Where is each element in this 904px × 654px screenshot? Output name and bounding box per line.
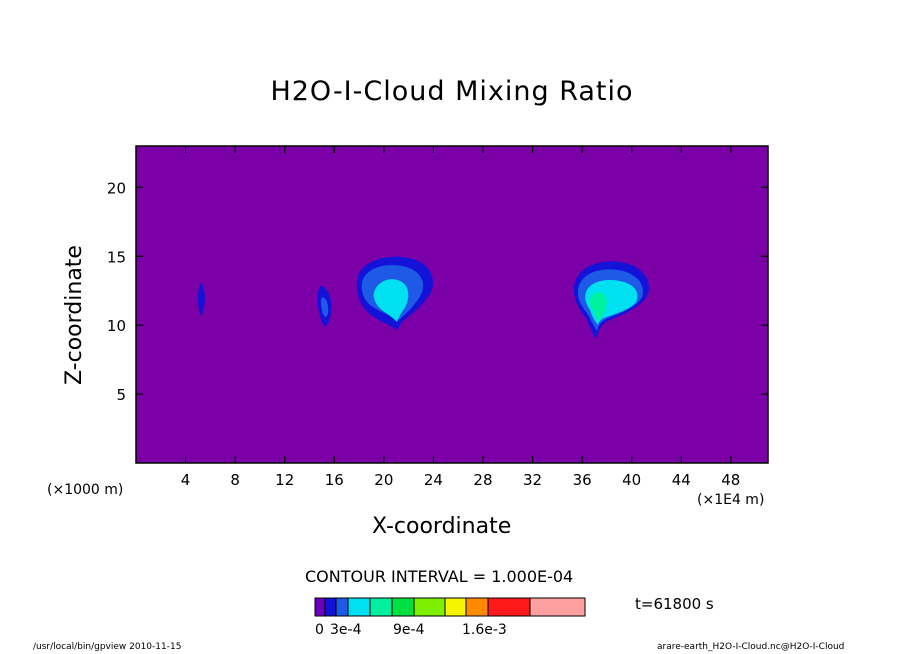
contour-blob-x15-inner bbox=[320, 297, 329, 317]
time-label: t=61800 s bbox=[635, 595, 714, 613]
x-tick-label: 28 bbox=[473, 471, 492, 489]
y-tick-label: 20 bbox=[107, 179, 126, 197]
plot-area bbox=[136, 146, 768, 463]
x-unit-left: (×1000 m) bbox=[47, 482, 124, 498]
colorbar-swatch bbox=[324, 597, 337, 617]
x-tick-label: 24 bbox=[424, 471, 443, 489]
contour-blob-x38-level4 bbox=[589, 292, 607, 322]
y-axis-ticks: 5 10 15 20 bbox=[107, 179, 768, 404]
x-tick-label: 36 bbox=[573, 471, 592, 489]
footer-path: /usr/local/bin/gpview 2010-11-15 bbox=[33, 642, 182, 652]
x-tick-label: 4 bbox=[181, 471, 191, 489]
colorbar-tick-label: 3e-4 bbox=[330, 622, 362, 638]
x-unit-right: (×1E4 m) bbox=[697, 492, 765, 508]
plot-frame bbox=[135, 145, 769, 464]
x-tick-label: 40 bbox=[622, 471, 641, 489]
x-axis-label: X-coordinate bbox=[372, 514, 512, 539]
x-tick-label: 20 bbox=[374, 471, 393, 489]
x-tick-label: 32 bbox=[523, 471, 542, 489]
footer-file: arare-earth_H2O-I-Cloud.nc@H2O-I-Cloud bbox=[657, 642, 845, 652]
colorbar-swatch bbox=[314, 597, 326, 617]
x-tick-label: 16 bbox=[325, 471, 344, 489]
contour-interval-text: CONTOUR INTERVAL = 1.000E-04 bbox=[305, 567, 574, 586]
chart-title: H2O-I-Cloud Mixing Ratio bbox=[270, 76, 634, 107]
x-axis-ticks: 4 8 12 16 20 24 28 32 36 40 44 48 bbox=[181, 146, 740, 489]
y-tick-label: 15 bbox=[107, 248, 126, 266]
colorbar-swatch bbox=[487, 597, 531, 617]
colorbar-tick-label: 1.6e-3 bbox=[462, 622, 507, 638]
colorbar-swatch bbox=[391, 597, 415, 617]
contour-fills bbox=[198, 256, 649, 339]
colorbar-tick-label: 9e-4 bbox=[393, 622, 425, 638]
colorbar-swatch bbox=[529, 597, 586, 617]
colorbar-swatch bbox=[369, 597, 393, 617]
y-axis-label: Z-coordinate bbox=[62, 245, 87, 385]
x-tick-label: 44 bbox=[672, 471, 691, 489]
colorbar-swatch bbox=[335, 597, 349, 617]
x-tick-label: 8 bbox=[230, 471, 240, 489]
y-tick-label: 5 bbox=[116, 386, 126, 404]
colorbar-swatch bbox=[347, 597, 371, 617]
colorbar-swatch bbox=[413, 597, 446, 617]
colorbar bbox=[314, 597, 586, 617]
x-tick-label: 48 bbox=[721, 471, 740, 489]
contour-blob-x5 bbox=[198, 283, 205, 316]
y-tick-label: 10 bbox=[107, 317, 126, 335]
x-tick-label: 12 bbox=[275, 471, 294, 489]
colorbar-tick-label: 0 bbox=[315, 622, 324, 638]
colorbar-swatch bbox=[444, 597, 467, 617]
colorbar-swatch bbox=[465, 597, 489, 617]
contour-blob-x21-level3 bbox=[373, 279, 409, 322]
